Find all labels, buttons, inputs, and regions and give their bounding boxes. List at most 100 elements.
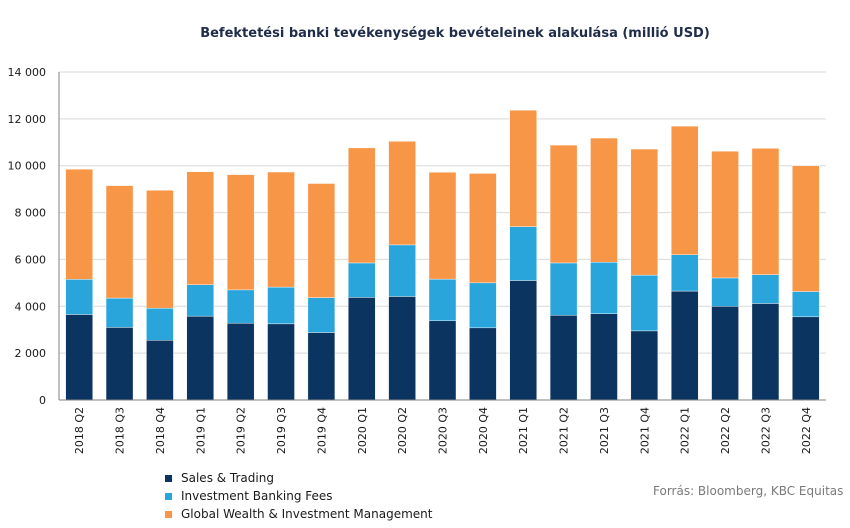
bar-segment-3 [549,144,578,264]
x-tick-label: 2020 Q4 [477,407,490,454]
x-tick-label: 2019 Q2 [235,407,248,454]
bar-segment-3 [146,190,174,309]
bar-segment-3 [307,183,336,298]
chart-title: Befektetési banki tevékenységek bevétele… [200,26,710,41]
bar-segment-2 [630,274,659,332]
bar-segment-1 [186,315,214,401]
bar-segment-3 [630,148,659,276]
bar-segment-1 [590,313,618,401]
x-tick-label: 2018 Q3 [114,407,127,454]
legend-label: Sales & Trading [181,471,274,485]
bar-segment-2 [671,254,699,292]
y-tick-label: 4 000 [15,300,47,313]
y-tick-label: 12 000 [8,113,47,126]
bar-segment-3 [509,109,537,227]
bar-segment-3 [590,137,618,263]
bar-segment-1 [105,327,134,401]
legend-item: Sales & Trading [165,469,432,487]
x-tick-label: 2022 Q2 [719,407,732,454]
bar-segment-3 [469,173,497,284]
bar-segment-3 [105,185,134,299]
bar-segment-2 [146,307,174,341]
bar-segment-2 [186,284,214,317]
bar-segment-2 [226,289,255,324]
legend-swatch [165,510,172,518]
y-tick-label: 10 000 [8,160,47,173]
bar-segment-1 [428,320,457,401]
legend-swatch [165,492,172,500]
y-tick-label: 0 [39,394,46,407]
bar-segment-2 [348,262,376,298]
bar-segment-1 [388,296,416,401]
bar-segment-3 [388,141,416,246]
source-note: Forrás: Bloomberg, KBC Equitas [653,484,844,498]
bar-segment-2 [549,262,578,316]
legend-swatch [165,474,172,482]
x-tick-label: 2022 Q1 [679,407,692,454]
bar-segment-2 [792,291,820,318]
legend-label: Investment Banking Fees [181,489,333,503]
legend-item: Investment Banking Fees [165,487,432,505]
bar-segment-3 [348,147,376,264]
bar-segment-2 [307,297,336,333]
bar-segment-1 [469,327,497,401]
y-tick-label: 6 000 [15,253,47,266]
x-tick-label: 2018 Q2 [73,407,86,454]
bar-segment-1 [307,332,336,401]
bar-segment-3 [428,172,457,280]
bar-segment-1 [671,290,699,401]
bar-segment-2 [711,277,739,307]
x-tick-label: 2019 Q1 [194,407,207,454]
bar-segment-1 [549,314,578,401]
bar-segment-3 [267,171,295,288]
bar-segment-3 [186,171,214,285]
bar-segment-1 [226,322,255,401]
bar-segment-2 [469,282,497,329]
bar-segment-2 [105,297,134,328]
bar-segment-2 [388,244,416,297]
bar-segment-2 [590,262,618,314]
x-tick-label: 2022 Q4 [800,407,813,454]
bar-segment-1 [792,316,820,401]
bar-segment-1 [348,297,376,401]
x-tick-label: 2021 Q1 [517,407,530,454]
x-tick-label: 2020 Q1 [356,407,369,454]
bar-segment-2 [751,274,780,304]
x-tick-label: 2021 Q2 [558,407,571,454]
y-tick-label: 8 000 [15,207,47,220]
legend: Sales & Trading Investment Banking Fees Gl… [165,469,432,523]
x-tick-label: 2020 Q3 [437,407,450,454]
legend-label: Global Wealth & Investment Management [181,507,433,521]
bar-segment-1 [267,323,295,401]
bars [65,109,820,401]
bar-segment-2 [428,278,457,322]
bar-segment-2 [509,226,537,281]
x-axis-tick-labels: 2018 Q2 2018 Q3 2018 Q4 2019 Q1 2019 Q2 2019 … [73,407,813,454]
x-tick-label: 2019 Q4 [315,407,328,454]
axes [58,72,826,401]
bar-segment-1 [146,340,174,401]
bar-segment-3 [711,150,739,279]
y-axis-tick-labels: 0 2 000 4 000 6 000 8 000 10 000 12 000 14 000 [8,66,47,407]
bar-segment-1 [751,303,780,401]
x-tick-label: 2020 Q2 [396,407,409,454]
bar-segment-1 [630,330,659,401]
bar-segment-1 [509,280,537,401]
bar-segment-1 [711,306,739,401]
legend-item: Global Wealth & Investment Management [165,505,432,523]
bar-segment-2 [267,286,295,325]
bar-segment-3 [65,169,93,280]
bar-segment-3 [751,148,780,275]
y-tick-label: 14 000 [8,66,47,79]
bar-segment-3 [792,165,820,292]
bar-segment-3 [671,125,699,255]
bar-segment-3 [226,174,255,291]
x-tick-label: 2019 Q3 [275,407,288,454]
bar-segment-1 [65,314,93,401]
y-tick-label: 2 000 [15,347,47,360]
x-tick-label: 2018 Q4 [154,407,167,454]
x-tick-label: 2021 Q3 [598,407,611,454]
x-tick-label: 2022 Q3 [759,407,772,454]
x-tick-label: 2021 Q4 [638,407,651,454]
